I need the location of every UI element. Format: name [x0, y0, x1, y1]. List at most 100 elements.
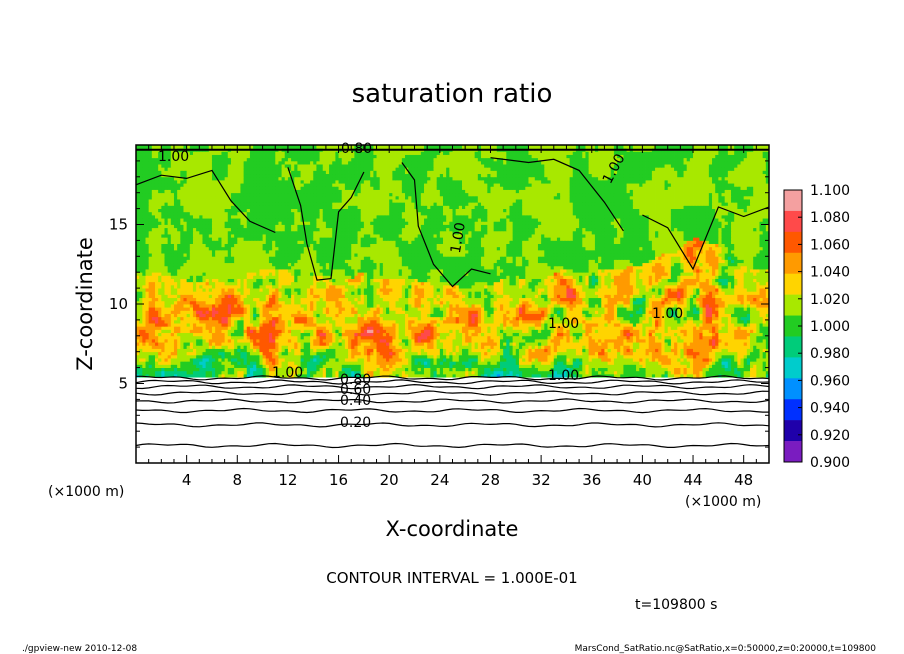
heatmap-cell [585, 386, 589, 391]
heatmap-cell [458, 389, 463, 394]
heatmap-cell [670, 405, 675, 410]
heatmap-cell [455, 443, 460, 448]
heatmap-cell [762, 447, 767, 451]
heatmap-cell [287, 459, 292, 463]
heatmap-cell [762, 396, 767, 400]
heatmap-cell [465, 386, 469, 391]
heatmap-cell [765, 431, 769, 435]
heatmap-cell [439, 383, 444, 388]
heatmap-cell [329, 450, 333, 454]
heatmap-cell [537, 437, 542, 442]
heatmap-cell [401, 393, 406, 397]
heatmap-cell [585, 402, 589, 407]
heatmap-cell [136, 440, 140, 445]
heatmap-cell [151, 450, 156, 454]
heatmap-cell [613, 453, 618, 458]
heatmap-cell [452, 440, 457, 445]
heatmap-cell [148, 396, 153, 400]
heatmap-cell [215, 443, 219, 448]
heatmap-cell [167, 412, 172, 416]
heatmap-cell [506, 450, 510, 454]
heatmap-cell [588, 405, 593, 410]
heatmap-cell [148, 440, 153, 445]
heatmap-cell [512, 456, 517, 461]
heatmap-cell [449, 412, 453, 416]
heatmap-cell [604, 431, 608, 435]
heatmap-cell [537, 453, 542, 458]
heatmap-cell [572, 405, 577, 410]
heatmap-cell [743, 399, 748, 403]
heatmap-cell [392, 443, 396, 448]
heatmap-cell [468, 434, 472, 438]
heatmap-cell [351, 421, 355, 426]
heatmap-cell [550, 431, 555, 435]
heatmap-cell [218, 396, 222, 400]
heatmap-cell [249, 434, 254, 438]
heatmap-cell [370, 405, 374, 410]
heatmap-cell [632, 450, 637, 454]
heatmap-cell [151, 386, 156, 391]
heatmap-cell [598, 412, 602, 416]
heatmap-cell [528, 440, 533, 445]
heatmap-cell [430, 393, 434, 397]
heatmap-cell [715, 428, 719, 432]
heatmap-cell [503, 399, 507, 403]
heatmap-cell [759, 450, 764, 454]
heatmap-cell [136, 456, 140, 461]
heatmap-cell [325, 402, 330, 407]
heatmap-cell [205, 421, 210, 426]
heatmap-cell [610, 424, 615, 429]
heatmap-cell [414, 415, 419, 419]
heatmap-cell [708, 434, 713, 438]
heatmap-cell [373, 447, 377, 451]
heatmap-cell [161, 405, 165, 410]
heatmap-cell [259, 459, 264, 463]
heatmap-cell [439, 402, 444, 407]
heatmap-cell [398, 402, 403, 407]
heatmap-cell [433, 412, 438, 416]
heatmap-cell [354, 424, 358, 429]
heatmap-cell [566, 386, 570, 391]
heatmap-cell [335, 440, 339, 445]
heatmap-cell [528, 405, 533, 410]
heatmap-cell [743, 389, 748, 394]
heatmap-cell [658, 453, 662, 458]
heatmap-cell [436, 383, 441, 388]
heatmap-cell [202, 402, 207, 407]
heatmap-cell [227, 408, 232, 413]
heatmap-cell [721, 440, 726, 445]
heatmap-cell [240, 412, 245, 416]
heatmap-cell [344, 415, 349, 419]
heatmap-cell [265, 459, 270, 463]
heatmap-cell [158, 456, 162, 461]
heatmap-cell [408, 402, 412, 407]
heatmap-cell [262, 437, 267, 442]
heatmap-cell [537, 421, 542, 426]
heatmap-cell [750, 389, 754, 394]
heatmap-cell [670, 424, 675, 429]
heatmap-cell [398, 408, 403, 413]
heatmap-cell [452, 421, 457, 426]
heatmap-cell [648, 405, 653, 410]
heatmap-cell [724, 443, 729, 448]
heatmap-cell [341, 450, 346, 454]
heatmap-cell [183, 424, 188, 429]
heatmap-cell [658, 393, 662, 397]
heatmap-cell [664, 396, 669, 400]
heatmap-cell [661, 396, 665, 400]
heatmap-cell [164, 399, 169, 403]
heatmap-cell [367, 421, 371, 426]
heatmap-cell [325, 456, 330, 461]
heatmap-cell [177, 447, 181, 451]
heatmap-cell [515, 459, 520, 463]
heatmap-cell [439, 418, 444, 423]
heatmap-cell [474, 453, 479, 458]
heatmap-cell [601, 456, 605, 461]
heatmap-cell [462, 443, 466, 448]
heatmap-cell [753, 396, 757, 400]
heatmap-cell [386, 456, 390, 461]
heatmap-cell [240, 440, 245, 445]
heatmap-cell [651, 389, 656, 394]
heatmap-cell [354, 440, 358, 445]
heatmap-cell [629, 453, 634, 458]
